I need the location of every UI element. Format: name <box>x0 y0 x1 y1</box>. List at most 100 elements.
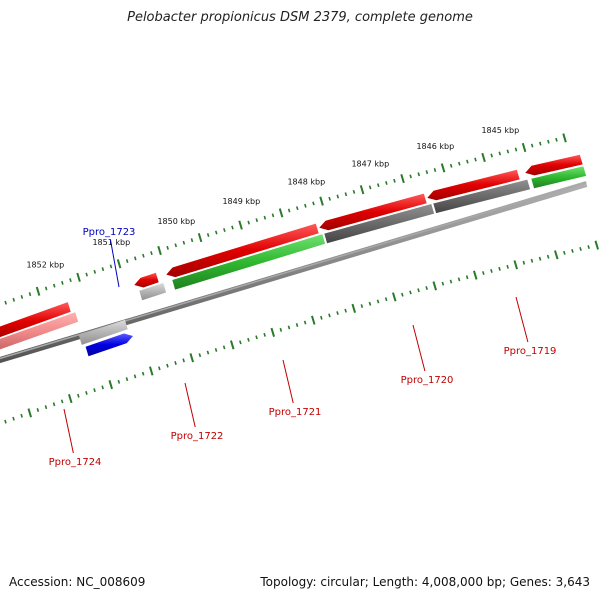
tick-major <box>513 260 519 270</box>
tick-minor <box>77 393 80 398</box>
tick-minor <box>409 290 412 295</box>
tick-major <box>116 259 122 269</box>
gene-feature-1722-top <box>134 272 159 288</box>
tick-major <box>35 286 41 296</box>
tick-minor <box>182 240 186 245</box>
tick-minor <box>4 419 7 424</box>
tick-minor <box>133 256 137 261</box>
tick-minor <box>125 259 129 263</box>
tick-minor <box>125 377 129 382</box>
tick-minor <box>133 374 137 379</box>
gene-feature-1719-top <box>427 169 520 201</box>
tick-minor <box>538 141 542 146</box>
tick-major <box>594 240 600 250</box>
tick-minor <box>247 337 250 342</box>
gene-labels: Ppro_1719 Ppro_1720 Ppro_1721 Ppro_1722 Ppro… <box>49 227 557 468</box>
tick-minor <box>312 201 315 206</box>
tick-minor <box>530 143 534 148</box>
tick-minor <box>239 340 242 345</box>
tick-minor <box>109 264 113 269</box>
tick-major <box>359 185 365 195</box>
tick-minor <box>287 208 291 213</box>
tick-minor <box>304 203 307 208</box>
tick-minor <box>303 320 307 325</box>
tick-minor <box>328 196 331 201</box>
tick-minor <box>141 371 145 376</box>
tick-minor <box>417 172 421 177</box>
tick-minor <box>376 183 380 188</box>
kbp-label: 1846 kbp <box>416 142 454 151</box>
cog-1723 <box>78 319 128 345</box>
tick-major <box>270 327 276 337</box>
tick-minor <box>20 413 23 418</box>
tick-minor <box>206 350 210 355</box>
kbp-label: 1847 kbp <box>351 160 389 169</box>
tick-minor <box>384 297 388 302</box>
kbp-label: 1845 kbp <box>481 126 519 135</box>
tick-minor <box>563 250 566 255</box>
tick-major <box>149 366 154 376</box>
tick-minor <box>401 292 404 297</box>
tick-minor <box>449 163 453 168</box>
cog-1721 <box>172 234 326 290</box>
tick-major <box>432 281 438 291</box>
tick-major <box>230 340 235 350</box>
tick-minor <box>93 269 97 274</box>
tick-minor <box>474 157 477 162</box>
tick-minor <box>52 402 56 407</box>
tick-minor <box>85 272 88 277</box>
tick-minor <box>271 213 275 218</box>
tick-major <box>481 152 486 163</box>
tick-minor <box>490 269 493 273</box>
tick-major <box>554 250 559 260</box>
tick-major <box>68 393 73 404</box>
tick-minor <box>214 348 218 352</box>
tick-major <box>108 379 114 390</box>
gene-feature-1720-top <box>319 193 427 231</box>
tick-minor <box>579 247 582 251</box>
tick-major <box>400 173 405 184</box>
tick-major <box>440 163 446 173</box>
gene-feature-1721-top <box>166 223 319 278</box>
gene-feature-1724-top <box>0 302 71 338</box>
tick-minor <box>61 280 64 285</box>
tick-minor <box>279 327 283 332</box>
tick-major <box>157 245 162 256</box>
inner-tick-ring <box>4 240 600 424</box>
kbp-label: 1852 kbp <box>26 261 64 270</box>
tick-minor <box>150 251 153 256</box>
tick-minor <box>52 283 56 288</box>
tick-minor <box>69 278 72 283</box>
genome-backbone <box>0 181 588 364</box>
backbone-highlight <box>0 181 587 360</box>
gene-label: Ppro_1723 <box>83 227 136 238</box>
cog-1724 <box>0 312 79 350</box>
tick-minor <box>514 147 518 152</box>
tick-minor <box>44 286 48 291</box>
tick-minor <box>425 170 429 175</box>
tick-minor <box>295 206 299 211</box>
tick-minor <box>530 258 534 263</box>
tick-minor <box>368 185 372 190</box>
tick-minor <box>336 311 339 316</box>
tick-minor <box>158 366 161 371</box>
tick-major <box>562 133 567 143</box>
tick-minor <box>231 225 234 230</box>
accession-text: Accession: NC_008609 <box>9 575 146 589</box>
tick-major <box>311 315 316 325</box>
backbone-line <box>0 181 588 364</box>
tick-minor <box>344 192 348 197</box>
tick-minor <box>12 297 16 302</box>
tick-minor <box>546 254 550 259</box>
kbp-label: 1850 kbp <box>157 217 195 226</box>
tick-minor <box>206 233 210 238</box>
tick-minor <box>263 215 267 220</box>
tick-minor <box>174 243 178 248</box>
tick-minor <box>385 181 388 185</box>
tick-minor <box>255 335 258 340</box>
tick-minor <box>174 361 177 365</box>
tick-major <box>351 303 357 313</box>
cog-1718 <box>531 166 587 189</box>
tick-minor <box>44 405 48 410</box>
